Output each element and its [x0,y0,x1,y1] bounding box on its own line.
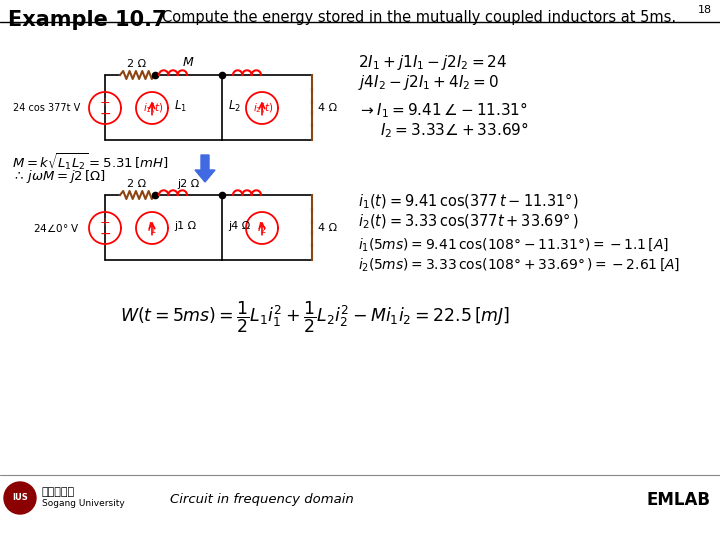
Text: Compute the energy stored in the mutually coupled inductors at 5ms.: Compute the energy stored in the mutuall… [162,10,676,25]
Text: $L_1$: $L_1$ [174,98,187,113]
Text: j2 Ω: j2 Ω [177,179,199,189]
Text: $j4I_2 - j2I_1 + 4I_2 = 0$: $j4I_2 - j2I_1 + 4I_2 = 0$ [358,73,499,92]
Text: $2I_1 + j1I_1 - j2I_2 = 24$: $2I_1 + j1I_1 - j2I_2 = 24$ [358,53,508,72]
Text: +: + [99,217,110,230]
Text: IUS: IUS [12,494,28,503]
Text: 4 Ω: 4 Ω [318,103,337,113]
Text: 4 Ω: 4 Ω [318,223,337,233]
Text: 2 Ω: 2 Ω [127,59,147,69]
Text: $L_2$: $L_2$ [228,98,241,113]
Text: $M = k\sqrt{L_1 L_2} = 5.31\,[mH]$: $M = k\sqrt{L_1 L_2} = 5.31\,[mH]$ [12,152,168,173]
Text: Example 10.7: Example 10.7 [8,10,166,30]
Text: $i_1(t)$: $i_1(t)$ [143,101,164,115]
Circle shape [4,482,36,514]
Text: $W(t = 5ms) = \dfrac{1}{2}L_1 i_1^2 + \dfrac{1}{2}L_2 i_2^2 - Mi_1 i_2 = 22.5\,[: $W(t = 5ms) = \dfrac{1}{2}L_1 i_1^2 + \d… [120,300,510,335]
Text: $i_1(5ms) = 9.41\,\cos(108° - 11.31°) = -1.1\,[A]$: $i_1(5ms) = 9.41\,\cos(108° - 11.31°) = … [358,236,669,253]
Text: $i_2(t) = 3.33\,\cos(377t + 33.69°\,)$: $i_2(t) = 3.33\,\cos(377t + 33.69°\,)$ [358,212,579,232]
Text: $i_2(t)$: $i_2(t)$ [253,101,274,115]
Text: M: M [183,56,194,69]
Text: j1 Ω: j1 Ω [174,221,196,231]
Text: 2 Ω: 2 Ω [127,179,147,189]
Text: −: − [99,107,111,121]
Text: $I_2 = 3.33\angle +33.69°$: $I_2 = 3.33\angle +33.69°$ [380,120,528,140]
Text: +: + [99,97,110,110]
Text: −: − [99,227,111,241]
Text: $I_1$: $I_1$ [147,220,157,235]
Text: EMLAB: EMLAB [646,491,710,509]
Text: $\therefore\, j\omega M = j2\,[\Omega]$: $\therefore\, j\omega M = j2\,[\Omega]$ [12,168,106,185]
Text: 24$\angle$0° V: 24$\angle$0° V [33,222,80,234]
Text: $I_2$: $I_2$ [257,220,267,235]
Text: j4 Ω: j4 Ω [228,221,251,231]
Text: Circuit in frequency domain: Circuit in frequency domain [170,494,354,507]
Text: $i_2(5ms) = 3.33\,\cos(108° + 33.69°\,) = -2.61\,[A]$: $i_2(5ms) = 3.33\,\cos(108° + 33.69°\,) … [358,256,680,273]
Text: $\rightarrow I_1 = 9.41\,\angle -11.31°$: $\rightarrow I_1 = 9.41\,\angle -11.31°$ [358,100,528,120]
Text: 18: 18 [698,5,712,15]
Polygon shape [195,155,215,182]
Text: $i_1(t) = 9.41\,\cos(377\,t - 11.31°)$: $i_1(t) = 9.41\,\cos(377\,t - 11.31°)$ [358,192,579,211]
Text: Sogang University: Sogang University [42,500,125,509]
Text: 24 cos 377t V: 24 cos 377t V [13,103,80,113]
Text: 서강대학교: 서강대학교 [42,487,75,497]
